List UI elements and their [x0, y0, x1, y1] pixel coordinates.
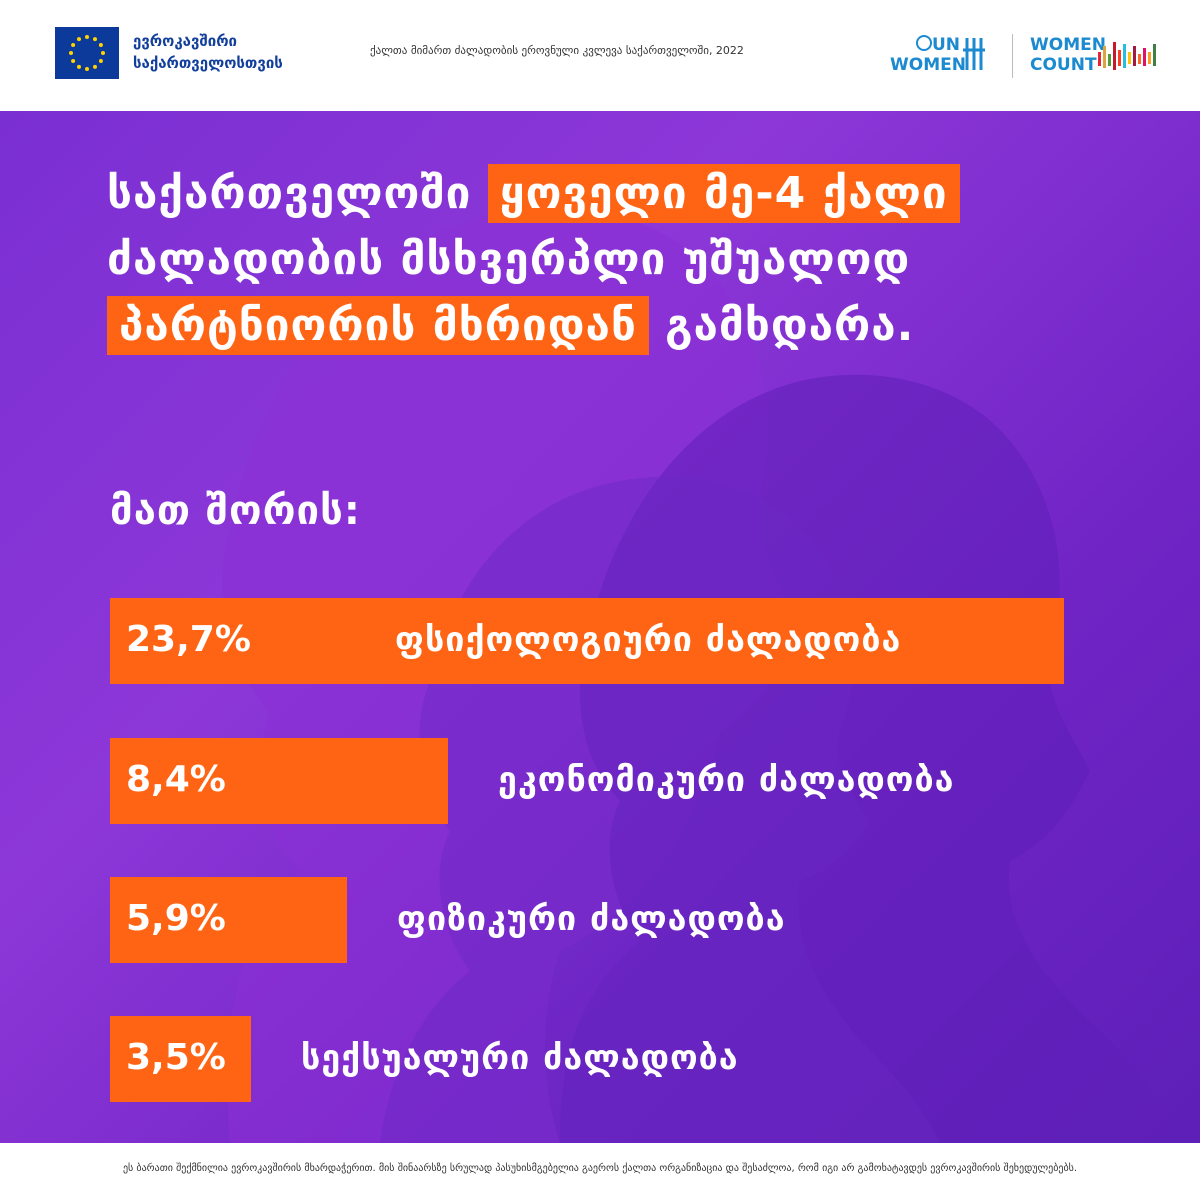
subheading: მათ შორის:	[110, 488, 361, 534]
header-title: ქალთა მიმართ ძალადობის ეროვნული კვლევა ს…	[370, 44, 744, 57]
bar-category-label: ფიზიკური ძალადობა	[397, 899, 786, 939]
un-women-symbol-icon	[963, 38, 985, 70]
bar-row: 23,7% ფსიქოლოგიური ძალადობა	[110, 598, 1150, 684]
bar-row: 3,5% სექსუალური ძალადობა	[110, 1016, 1150, 1102]
bar	[110, 598, 1064, 684]
bar-value-label: 5,9%	[126, 898, 226, 939]
women-count-bars-icon	[1098, 42, 1156, 70]
eu-flag-icon	[55, 27, 119, 79]
un-emblem-icon	[916, 35, 932, 51]
main-panel: საქართველოში ყოველი მე-4 ქალი ძალადობის …	[0, 111, 1200, 1143]
bar-value-label: 8,4%	[126, 759, 226, 800]
bar-row: 5,9% ფიზიკური ძალადობა	[110, 877, 1150, 963]
bar-value-label: 3,5%	[126, 1037, 226, 1078]
bar	[110, 1016, 251, 1102]
footer-disclaimer: ეს ბარათი შექმნილია ევროკავშირის მხარდაჭ…	[122, 1163, 1078, 1174]
headline-highlight1: ყოველი მე-4 ქალი	[487, 164, 960, 223]
women-count-line1: WOMEN	[1030, 35, 1106, 55]
eu-logo-line2: საქართველოსთვის	[133, 54, 283, 72]
women-count-line2: COUNT	[1030, 55, 1097, 75]
header: ევროკავშირი საქართველოსთვის ქალთა მიმართ…	[0, 0, 1200, 111]
headline-part1: საქართველოში	[107, 168, 488, 219]
bar-category-label: სექსუალური ძალადობა	[301, 1038, 739, 1078]
women-count-logo: WOMEN COUNT	[1030, 34, 1160, 78]
bar	[110, 738, 448, 824]
headline-part3: გამხდარა.	[648, 300, 915, 351]
un-women-line1: UN	[932, 35, 961, 55]
headline-part2: ძალადობის მსხვერპლი უშუალოდ	[107, 234, 911, 285]
bar-row: 8,4% ეკონომიკური ძალადობა	[110, 738, 1150, 824]
eu-logo-text: ევროკავშირი საქართველოსთვის	[133, 30, 333, 74]
footer: ეს ბარათი შექმნილია ევროკავშირის მხარდაჭ…	[0, 1143, 1200, 1200]
headline-highlight2: პარტნიორის მხრიდან	[107, 296, 649, 355]
bar-chart: 23,7% ფსიქოლოგიური ძალადობა 8,4% ეკონომიკურ…	[0, 111, 1200, 1143]
un-women-line2: WOMEN	[890, 55, 966, 75]
bar-category-label: ეკონომიკური ძალადობა	[498, 760, 955, 800]
headline: საქართველოში ყოველი მე-4 ქალი ძალადობის …	[107, 161, 1157, 359]
un-women-logo: UN WOMEN	[890, 34, 1000, 78]
bar	[110, 877, 347, 963]
bar-category-label: ფსიქოლოგიური ძალადობა	[395, 620, 902, 660]
header-divider	[1012, 34, 1013, 78]
eu-logo-line1: ევროკავშირი	[133, 32, 237, 50]
bar-value-label: 23,7%	[126, 619, 251, 660]
